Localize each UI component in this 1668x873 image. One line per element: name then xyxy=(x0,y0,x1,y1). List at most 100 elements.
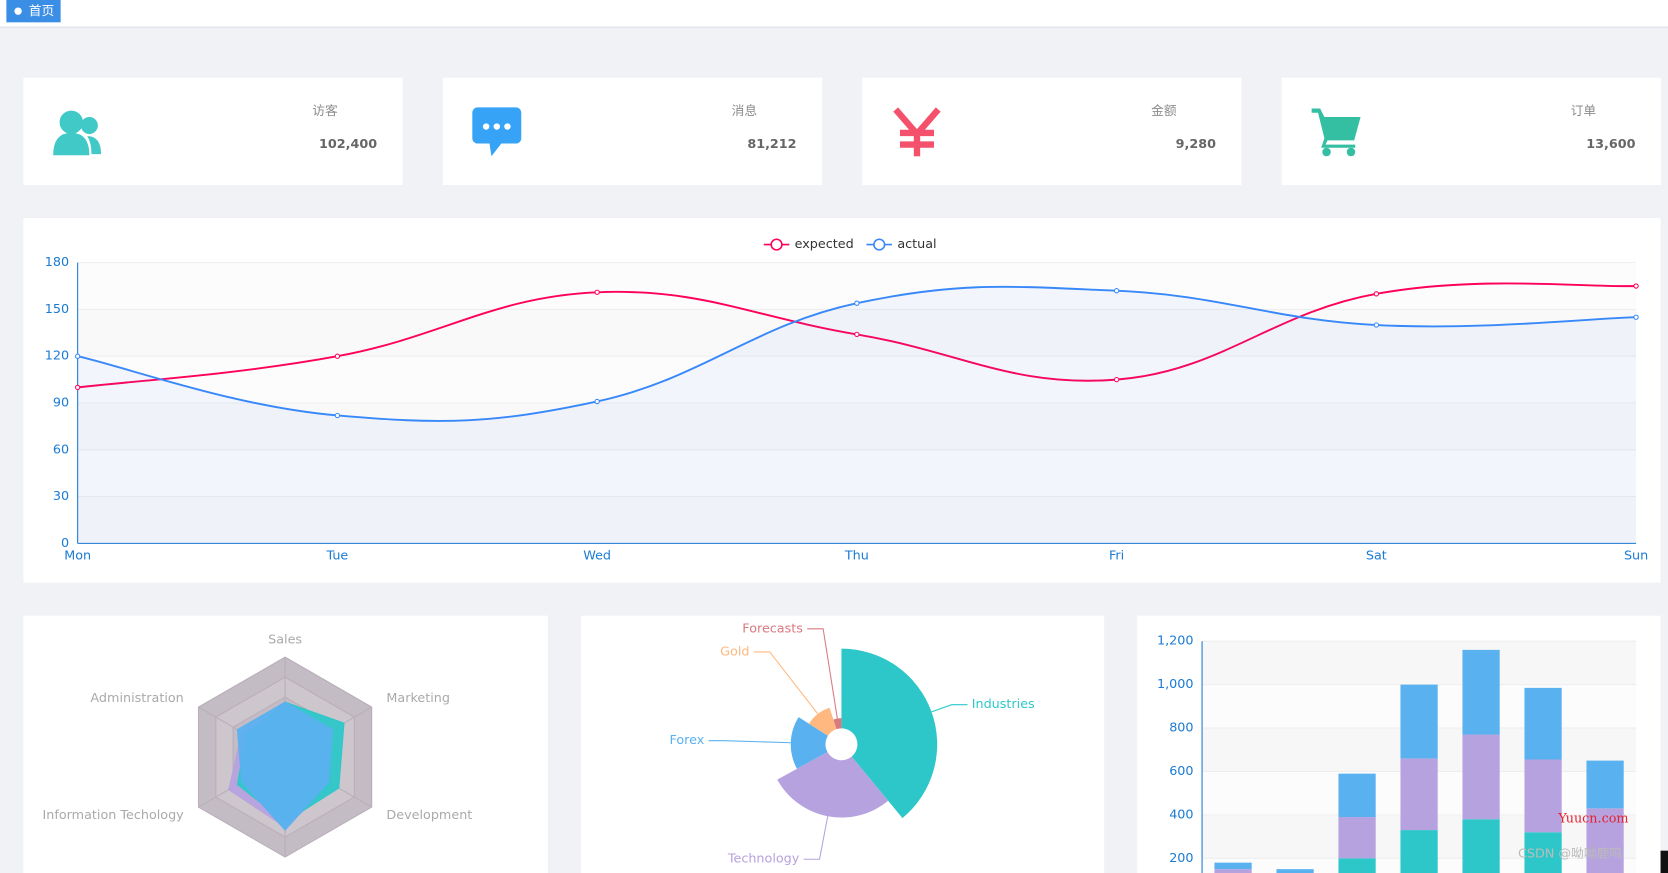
x-tick-label: Sat xyxy=(1366,549,1387,564)
bar-segment xyxy=(1586,760,1624,809)
bar-segment xyxy=(1276,869,1314,873)
label-line xyxy=(708,740,791,744)
data-point xyxy=(74,353,81,359)
stat-label: 消息 xyxy=(732,103,758,119)
radar-indicator: Marketing xyxy=(386,691,450,706)
bar-segment xyxy=(1400,684,1438,759)
pie-label: Technology xyxy=(727,852,800,867)
bar-segment xyxy=(1214,869,1252,873)
pie-slice xyxy=(777,752,889,818)
y-tick-label: 120 xyxy=(45,349,69,364)
stat-value: 81,212 xyxy=(747,137,796,152)
x-tick-label: Tue xyxy=(326,549,349,564)
split-area xyxy=(77,356,1637,404)
pie-slice xyxy=(833,718,842,730)
y-tick-label: 600 xyxy=(1169,764,1193,779)
y-tick-label: 60 xyxy=(53,442,69,457)
x-tick-label: Thu xyxy=(844,549,869,564)
data-point xyxy=(334,412,341,419)
pie-label: Industries xyxy=(972,697,1035,712)
x-tick-label: Wed xyxy=(583,549,611,564)
split-area xyxy=(1202,641,1637,685)
pie-label: Gold xyxy=(720,644,749,659)
data-point xyxy=(1373,291,1380,297)
bar-segment xyxy=(1462,734,1500,820)
bar-segment xyxy=(1400,758,1438,831)
icon-message xyxy=(472,107,522,157)
stat-label: 订单 xyxy=(1571,104,1597,119)
data-point xyxy=(854,331,860,338)
data-point xyxy=(74,384,81,391)
tab-label[interactable]: 首页 xyxy=(29,4,55,19)
bar-segment xyxy=(1524,759,1562,833)
stat-label: 访客 xyxy=(312,103,338,119)
data-point xyxy=(1113,376,1120,383)
split-area xyxy=(77,403,1637,450)
y-tick-label: 1,000 xyxy=(1157,677,1194,692)
split-area xyxy=(77,449,1637,497)
radar-area xyxy=(236,701,334,831)
watermark: Yuucn.com xyxy=(1557,811,1628,826)
pie-label: Forecasts xyxy=(742,621,803,636)
watermark: CSDN @呦呦鹿鸣 xyxy=(1518,845,1622,861)
data-point xyxy=(1373,322,1380,328)
label-line xyxy=(753,651,819,715)
bar-segment xyxy=(1462,819,1500,873)
bar-segment xyxy=(1524,832,1562,873)
data-point xyxy=(854,300,860,306)
bar-segment xyxy=(1462,649,1500,735)
data-point xyxy=(1113,288,1120,294)
y-tick-label: 90 xyxy=(53,396,69,411)
tab-active[interactable] xyxy=(6,0,61,23)
split-area xyxy=(77,496,1637,544)
data-point xyxy=(594,398,600,405)
legend-symbol xyxy=(770,238,783,251)
data-point xyxy=(594,289,600,295)
bar-segment xyxy=(1400,830,1438,873)
radar-indicator: Information Techology xyxy=(43,808,185,823)
x-tick-label: Sun xyxy=(1624,549,1648,564)
stat-value: 102,400 xyxy=(319,137,377,152)
label-line xyxy=(931,704,968,713)
y-tick-label: 1,200 xyxy=(1157,634,1194,649)
radar-indicator: Sales xyxy=(268,633,302,648)
y-tick-label: 150 xyxy=(45,302,69,317)
pie-label: Forex xyxy=(669,733,704,748)
pie-slice xyxy=(841,648,938,819)
label-line xyxy=(807,628,838,719)
y-tick-label: 800 xyxy=(1169,721,1193,736)
bar-segment xyxy=(1338,773,1376,818)
bar-segment xyxy=(1586,808,1624,873)
tab-dot xyxy=(14,7,22,15)
y-tick-label: 400 xyxy=(1169,807,1193,822)
stat-card xyxy=(23,77,403,186)
pie-slice xyxy=(790,717,828,769)
icon-cart xyxy=(1311,108,1361,157)
bar-segment xyxy=(1338,817,1376,859)
label-line xyxy=(803,816,829,860)
data-point xyxy=(334,353,341,359)
series-area xyxy=(77,286,1637,544)
y-tick-label: 180 xyxy=(45,255,69,270)
legend-label: actual xyxy=(897,237,936,252)
tab-bar xyxy=(0,0,1668,27)
stat-value: 13,600 xyxy=(1586,137,1635,152)
bar-segment xyxy=(1338,858,1376,873)
x-tick-label: Mon xyxy=(64,549,91,564)
radar-indicator: Development xyxy=(386,808,472,823)
data-point xyxy=(1633,283,1639,289)
y-tick-label: 200 xyxy=(1169,851,1193,866)
icon-yen xyxy=(893,107,941,157)
pie-slice xyxy=(808,707,837,736)
icon-users xyxy=(53,110,102,156)
stat-label: 金额 xyxy=(1151,103,1177,119)
y-tick-label: 0 xyxy=(61,536,69,551)
bar-segment xyxy=(1524,687,1562,760)
data-point xyxy=(1633,314,1639,320)
legend-symbol xyxy=(873,238,886,251)
y-tick-label: 30 xyxy=(53,489,69,504)
bar-segment xyxy=(1214,862,1252,870)
legend-label: expected xyxy=(795,237,854,252)
